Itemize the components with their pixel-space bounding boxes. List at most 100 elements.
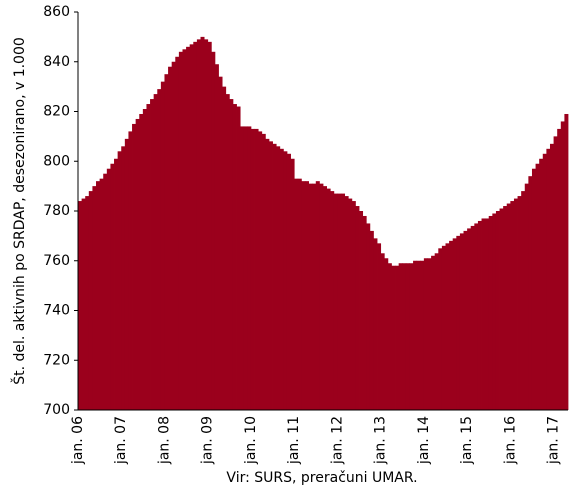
bar	[117, 151, 122, 411]
bar	[268, 141, 273, 410]
bar	[121, 146, 126, 410]
bar	[485, 218, 490, 410]
bar	[81, 198, 86, 410]
y-tick-label: 860	[43, 4, 70, 20]
bar	[157, 89, 162, 411]
bar	[463, 230, 468, 410]
bar	[330, 191, 335, 410]
bar	[153, 94, 158, 411]
bar	[359, 211, 364, 410]
x-tick-label: jan. 06	[70, 416, 86, 465]
bar	[139, 113, 144, 411]
x-tick-label: jan. 07	[113, 416, 129, 465]
bar	[557, 128, 562, 410]
bar	[200, 36, 205, 410]
y-tick-label: 840	[43, 54, 70, 70]
bar	[178, 51, 183, 411]
bar	[297, 178, 302, 410]
bar	[276, 146, 281, 410]
bar	[384, 258, 389, 410]
bar	[542, 153, 547, 410]
bar	[377, 243, 382, 410]
bar	[164, 74, 169, 410]
bar	[272, 143, 277, 410]
bar	[124, 138, 129, 411]
bar	[103, 173, 108, 410]
bar	[301, 181, 306, 410]
bar	[258, 131, 263, 410]
bar	[171, 61, 176, 410]
bar	[492, 213, 497, 410]
bar	[395, 265, 400, 410]
bar	[283, 151, 288, 411]
y-tick-label: 720	[43, 352, 70, 368]
bar	[503, 206, 508, 410]
bar	[434, 253, 439, 410]
x-tick-label: jan. 15	[459, 416, 475, 465]
bar	[250, 128, 255, 410]
bar	[341, 193, 346, 410]
bar	[222, 86, 227, 410]
bar	[207, 41, 212, 410]
bar	[362, 215, 367, 410]
y-tick-label: 820	[43, 104, 70, 120]
bar	[326, 188, 331, 410]
bar	[564, 113, 569, 411]
bar	[88, 191, 93, 410]
bar	[553, 136, 558, 410]
bar	[214, 64, 219, 411]
bar	[546, 148, 551, 410]
bar	[517, 196, 522, 410]
x-tick-label: jan. 12	[329, 416, 345, 465]
bar	[413, 260, 418, 410]
bar	[175, 56, 180, 411]
bar	[528, 176, 533, 410]
bar	[96, 181, 101, 410]
bar	[409, 263, 414, 410]
bar	[160, 81, 165, 411]
bar	[369, 230, 374, 410]
bar	[470, 225, 475, 410]
bar	[243, 126, 248, 411]
bar	[387, 263, 392, 410]
bar	[106, 168, 111, 410]
bar	[146, 104, 151, 410]
bar	[477, 220, 482, 410]
bar	[265, 138, 270, 411]
bar	[290, 158, 295, 410]
bar	[128, 131, 133, 410]
bar	[286, 153, 291, 410]
bar	[168, 66, 173, 410]
y-tick-label: 740	[43, 303, 70, 319]
bar	[510, 201, 515, 410]
bar	[521, 191, 526, 410]
bar	[474, 223, 479, 410]
y-axis-title: Št. del. aktivnih po SRDAP, desezonirano…	[10, 37, 28, 385]
bar	[319, 183, 324, 410]
y-tick-label: 700	[43, 402, 70, 418]
bar	[204, 39, 209, 411]
bar	[247, 126, 252, 411]
bar	[114, 158, 119, 410]
bar	[535, 163, 540, 410]
bar	[488, 215, 493, 410]
x-tick-label: jan. 14	[416, 416, 432, 465]
bar	[182, 49, 187, 410]
bar	[78, 201, 83, 410]
bar	[456, 235, 461, 410]
bar	[405, 263, 410, 410]
bar	[150, 99, 155, 410]
bar	[132, 123, 137, 410]
bar	[441, 245, 446, 410]
bar	[355, 206, 360, 410]
bar	[236, 106, 241, 411]
bar	[196, 39, 201, 411]
source-note: Vir: SURS, preračuni UMAR.	[226, 470, 417, 486]
y-tick-label: 780	[43, 203, 70, 219]
bar	[135, 118, 140, 411]
bar	[495, 211, 500, 410]
bar	[445, 243, 450, 410]
bar	[373, 238, 378, 410]
bar	[110, 163, 115, 410]
bar	[531, 168, 536, 410]
